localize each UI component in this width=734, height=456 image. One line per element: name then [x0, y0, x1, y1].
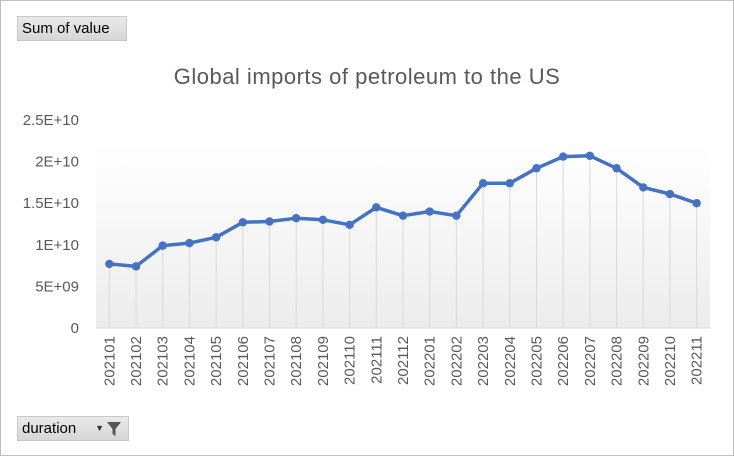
axis-field-label: duration — [22, 420, 77, 437]
dropdown-arrow-icon: ▼ — [95, 423, 104, 433]
data-point[interactable] — [692, 199, 701, 208]
data-point[interactable] — [211, 233, 221, 242]
data-point[interactable] — [612, 164, 621, 173]
data-point[interactable] — [398, 211, 408, 220]
data-point[interactable] — [292, 213, 301, 223]
x-tick-label: 202109 — [315, 336, 332, 386]
x-tick-label: 202201 — [422, 336, 439, 386]
x-tick-label: 202104 — [181, 336, 198, 386]
data-point[interactable] — [532, 164, 541, 173]
x-tick-label: 202204 — [502, 336, 519, 386]
x-tick-label: 202203 — [475, 336, 492, 386]
data-point[interactable] — [425, 207, 434, 216]
x-tick-label: 202111 — [368, 336, 385, 384]
data-point[interactable] — [558, 152, 568, 161]
data-point[interactable] — [131, 262, 141, 271]
x-tick-label: 202202 — [448, 336, 465, 386]
value-field-button[interactable]: Sum of value — [17, 16, 127, 41]
y-tick-label: 2E+10 — [35, 154, 79, 171]
x-tick-label: 202208 — [609, 336, 626, 386]
data-point[interactable] — [639, 183, 648, 192]
data-point[interactable] — [345, 220, 354, 230]
data-point[interactable] — [585, 151, 595, 160]
data-point[interactable] — [158, 241, 167, 250]
x-tick-label: 202206 — [555, 336, 572, 386]
x-tick-label: 202102 — [128, 336, 145, 386]
data-point[interactable] — [452, 211, 461, 220]
x-tick-label: 202108 — [288, 336, 305, 386]
y-tick-label: 0 — [71, 320, 79, 337]
data-point[interactable] — [105, 259, 114, 269]
y-tick-label: 5E+09 — [35, 278, 79, 295]
data-point[interactable] — [505, 179, 514, 188]
y-tick-label: 1.5E+10 — [23, 195, 79, 212]
x-tick-label: 202211 — [689, 336, 706, 385]
x-tick-label: 202205 — [528, 336, 545, 386]
x-tick-label: 202209 — [635, 336, 652, 386]
x-tick-label: 202101 — [101, 336, 118, 386]
y-tick-label: 1E+10 — [35, 237, 79, 254]
x-tick-label: 202107 — [262, 336, 279, 386]
x-tick-label: 202106 — [235, 336, 252, 386]
y-tick-label: 2.5E+10 — [23, 112, 79, 129]
data-point[interactable] — [372, 203, 381, 212]
data-point[interactable] — [665, 189, 675, 199]
funnel-icon — [107, 422, 121, 436]
x-tick-label: 202105 — [208, 336, 225, 386]
value-field-label: Sum of value — [22, 20, 110, 37]
data-point[interactable] — [238, 218, 248, 227]
data-point[interactable] — [478, 179, 488, 188]
data-point[interactable] — [265, 217, 274, 226]
x-tick-label: 202207 — [582, 336, 599, 386]
x-tick-label: 202112 — [395, 336, 412, 385]
chart-title: Global imports of petroleum to the US — [174, 64, 561, 89]
axis-field-button[interactable]: duration ▼ — [17, 416, 129, 441]
x-tick-label: 202103 — [155, 336, 172, 386]
data-point[interactable] — [185, 238, 194, 248]
data-point[interactable] — [318, 215, 328, 225]
x-tick-label: 202110 — [342, 336, 359, 385]
x-tick-label: 202210 — [662, 336, 679, 386]
